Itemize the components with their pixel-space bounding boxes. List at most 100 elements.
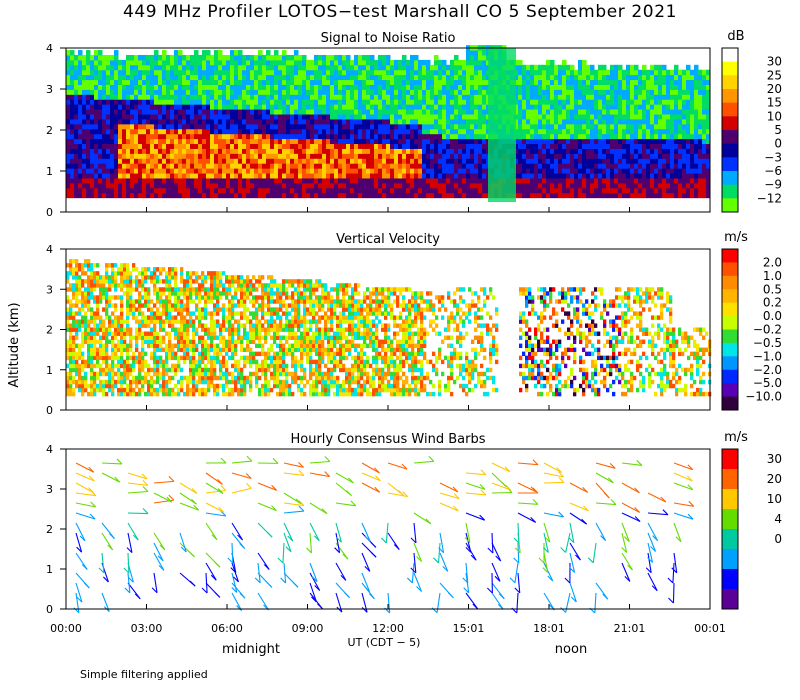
snr-cell [674, 168, 679, 174]
snr-cell [582, 118, 587, 125]
snr-cell [78, 143, 83, 149]
snr-cell [558, 64, 563, 71]
snr-cell [530, 74, 535, 81]
snr-cell [574, 187, 579, 194]
snr-cell [386, 109, 391, 115]
snr-cell [98, 187, 103, 194]
snr-cell [126, 84, 131, 90]
snr-cell [386, 89, 391, 95]
snr-cell [598, 128, 603, 135]
snr-cell [270, 128, 275, 135]
snr-cell [582, 158, 587, 164]
snr-cell [638, 133, 643, 140]
snr-cell [394, 192, 399, 199]
snr-cell [522, 104, 527, 110]
snr-cell [318, 99, 323, 105]
snr-cell [198, 168, 203, 174]
snr-cell [622, 168, 627, 174]
velocity-cell [69, 387, 73, 393]
snr-cell [310, 109, 315, 115]
snr-cell [402, 114, 407, 120]
snr-cell [262, 74, 267, 81]
snr-cell [474, 173, 479, 179]
snr-cell [654, 123, 659, 130]
snr-cell [354, 94, 359, 100]
snr-cell [286, 177, 291, 184]
snr-cell [170, 104, 175, 110]
snr-cell [590, 114, 595, 120]
snr-cell [438, 158, 443, 164]
snr-cell [218, 118, 223, 125]
velocity-cell [111, 363, 115, 369]
snr-cell [110, 123, 115, 130]
snr-cell [538, 148, 543, 154]
snr-cell [334, 59, 339, 66]
snr-cell [178, 104, 183, 110]
snr-cell [518, 89, 523, 95]
snr-cell [458, 99, 463, 105]
snr-cell [630, 89, 635, 95]
snr-cell [538, 69, 543, 76]
snr-cell [514, 163, 519, 169]
snr-cell [434, 192, 439, 199]
snr-cell [270, 69, 275, 76]
snr-cell [182, 128, 187, 135]
velocity-cell [90, 387, 94, 393]
snr-cell [350, 148, 355, 154]
snr-cell [222, 94, 227, 100]
snr-cell [622, 114, 627, 120]
velocity-cell [111, 391, 115, 397]
snr-cell [670, 123, 675, 130]
snr-cell [586, 109, 591, 115]
snr-cell [106, 158, 111, 164]
snr-cell [590, 128, 595, 135]
velocity-cell [87, 287, 91, 292]
snr-cell [594, 192, 599, 199]
snr-cell [378, 69, 383, 76]
snr-cell [178, 133, 183, 140]
snr-cell [518, 138, 523, 145]
snr-cell [418, 79, 423, 85]
snr-cell [698, 192, 703, 199]
snr-cell [606, 109, 611, 115]
snr-cell [254, 74, 259, 81]
snr-cell [166, 173, 171, 179]
snr-cell [394, 94, 399, 100]
snr-cell [254, 158, 259, 164]
snr-cell [550, 133, 555, 140]
snr-cell [590, 182, 595, 189]
snr-cell [114, 128, 119, 135]
snr-cell [254, 182, 259, 189]
snr-cell [682, 114, 687, 120]
snr-cell [306, 89, 311, 95]
snr-cell [218, 109, 223, 115]
snr-cell [606, 74, 611, 81]
snr-cell [418, 94, 423, 100]
snr-cell [286, 173, 291, 179]
snr-cell [90, 168, 95, 174]
snr-cell [182, 84, 187, 90]
snr-cell [346, 182, 351, 189]
snr-cell [238, 109, 243, 115]
snr-cell [414, 74, 419, 81]
snr-cell [702, 128, 707, 135]
snr-cell [254, 128, 259, 135]
snr-cell [206, 104, 211, 110]
snr-cell [694, 128, 699, 135]
snr-cell [614, 148, 619, 154]
snr-cell [354, 54, 359, 61]
snr-cell [450, 158, 455, 164]
snr-cell [570, 148, 575, 154]
snr-cell [514, 94, 519, 100]
snr-cell [198, 89, 203, 95]
snr-cell [186, 69, 191, 76]
snr-cell [634, 79, 639, 85]
snr-cell [342, 109, 347, 115]
velocity-cell [105, 335, 109, 340]
snr-cell [98, 133, 103, 140]
velocity-cell [81, 379, 85, 385]
snr-cell [66, 123, 71, 130]
snr-cell [94, 123, 99, 130]
snr-cell [242, 187, 247, 194]
snr-cell [470, 64, 475, 71]
